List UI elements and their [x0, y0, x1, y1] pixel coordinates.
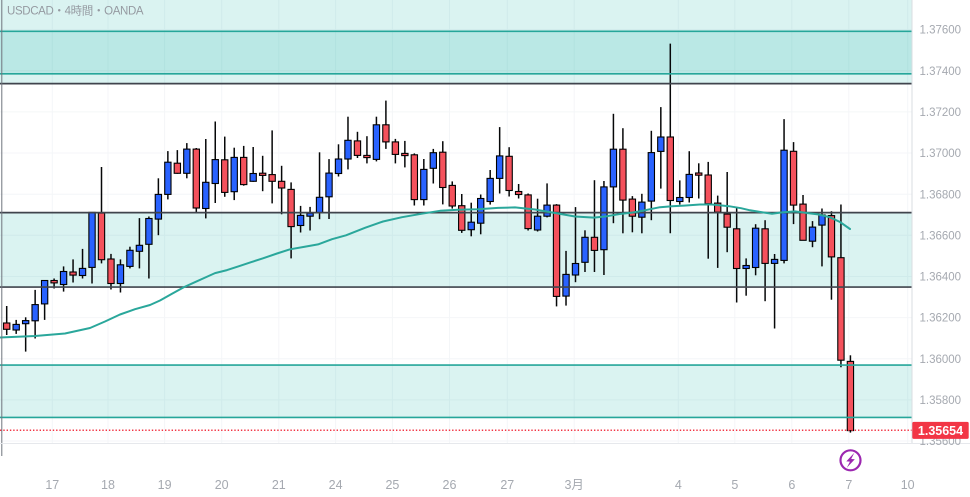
svg-text:18: 18 [101, 478, 115, 492]
svg-text:1.37000: 1.37000 [920, 148, 962, 160]
svg-text:7: 7 [845, 478, 852, 492]
svg-text:21: 21 [272, 478, 286, 492]
svg-text:1.37600: 1.37600 [920, 25, 962, 37]
svg-text:1.36000: 1.36000 [920, 354, 962, 366]
svg-text:20: 20 [215, 478, 229, 492]
svg-text:1.36400: 1.36400 [920, 272, 962, 284]
svg-text:1.36800: 1.36800 [920, 189, 962, 201]
svg-text:1.37400: 1.37400 [920, 66, 962, 78]
svg-text:6: 6 [788, 478, 795, 492]
svg-text:1.37200: 1.37200 [920, 107, 962, 119]
svg-text:26: 26 [443, 478, 457, 492]
svg-text:3月: 3月 [564, 478, 583, 492]
svg-text:1.35800: 1.35800 [920, 395, 962, 407]
svg-text:24: 24 [329, 478, 343, 492]
svg-text:4: 4 [675, 478, 682, 492]
svg-text:1.36200: 1.36200 [920, 313, 962, 325]
svg-text:25: 25 [385, 478, 399, 492]
svg-text:USDCAD・4時間・OANDA: USDCAD・4時間・OANDA [7, 5, 144, 18]
svg-text:1.35600: 1.35600 [920, 436, 962, 448]
svg-text:10: 10 [901, 478, 915, 492]
svg-text:1.36600: 1.36600 [920, 230, 962, 242]
svg-text:27: 27 [500, 478, 514, 492]
svg-text:19: 19 [158, 478, 172, 492]
svg-text:1.35654: 1.35654 [918, 424, 963, 438]
svg-text:5: 5 [731, 478, 738, 492]
svg-text:17: 17 [45, 478, 59, 492]
